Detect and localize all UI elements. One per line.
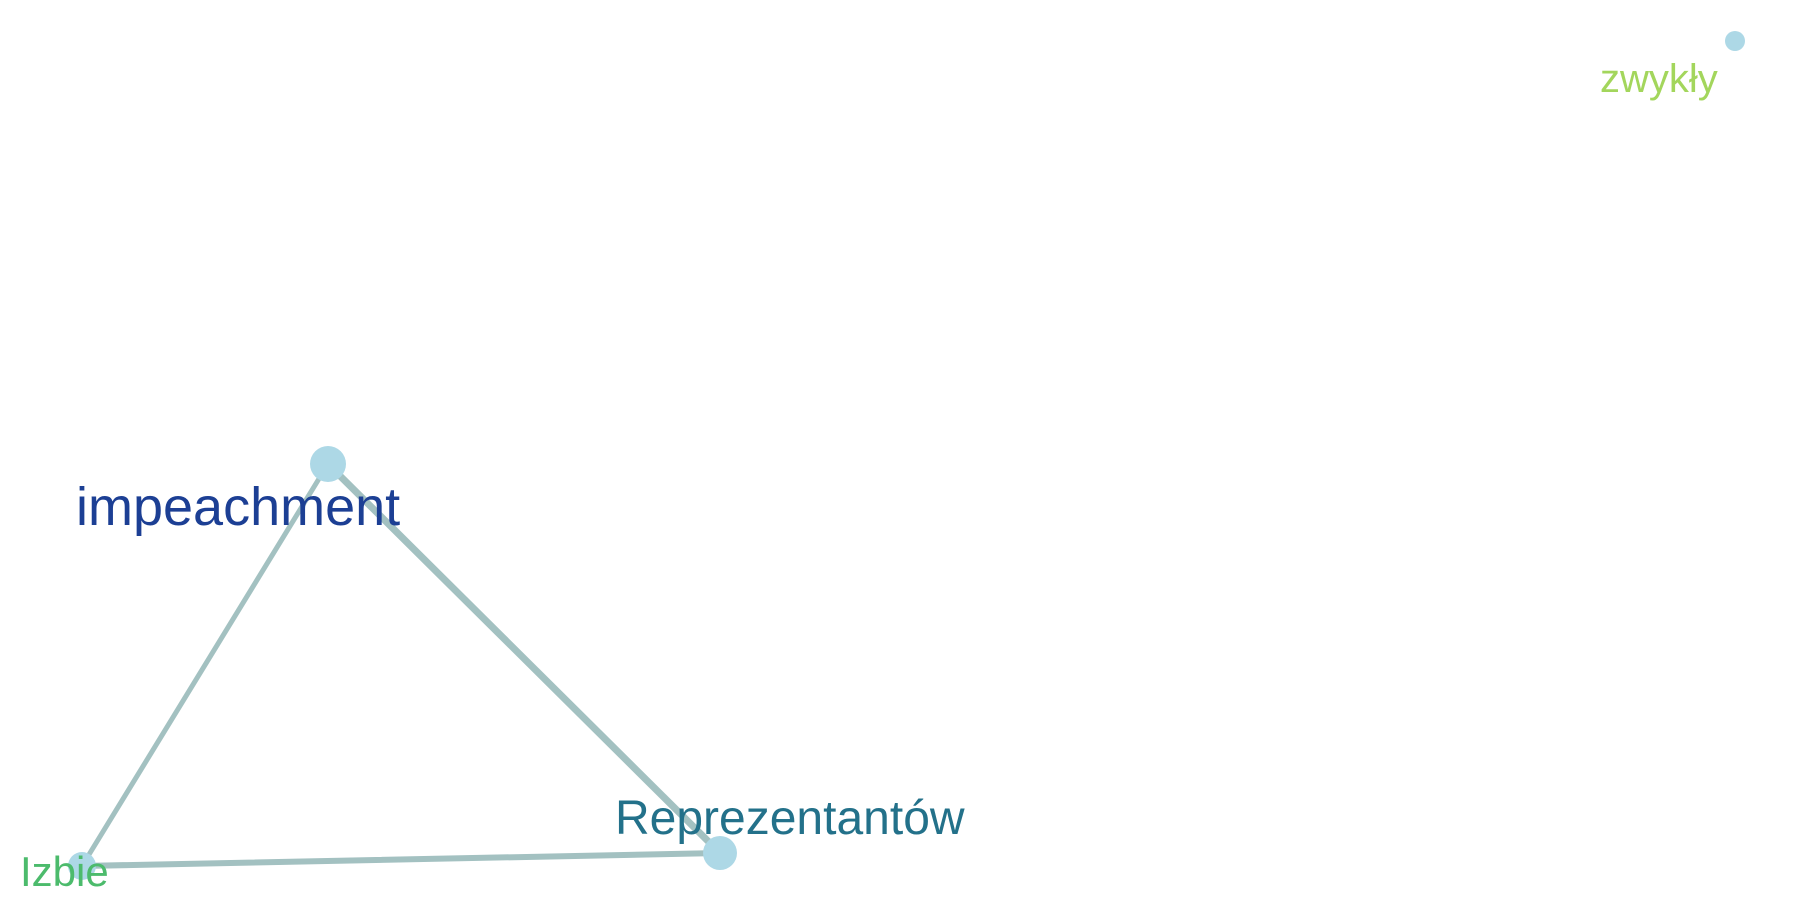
node-label-zwykly: zwykły [1600, 57, 1718, 101]
edge-impeachment-reprezentantow [324, 460, 724, 857]
node-izbie [68, 852, 96, 880]
node-zwykly [1725, 31, 1745, 51]
nodes-layer [68, 31, 1745, 880]
edges-layer [79, 460, 724, 869]
node-label-reprezentantow: Reprezentantów [615, 792, 965, 845]
labels-layer: impeachment Izbie Reprezentantów zwykły [20, 57, 1718, 895]
node-reprezentantow [703, 836, 737, 870]
node-impeachment [310, 446, 346, 482]
node-label-impeachment: impeachment [76, 477, 400, 537]
edge-izbie-reprezentantow [79, 850, 723, 869]
node-label-izbie: Izbie [20, 848, 109, 895]
edge-impeachment-izbie [79, 461, 331, 869]
